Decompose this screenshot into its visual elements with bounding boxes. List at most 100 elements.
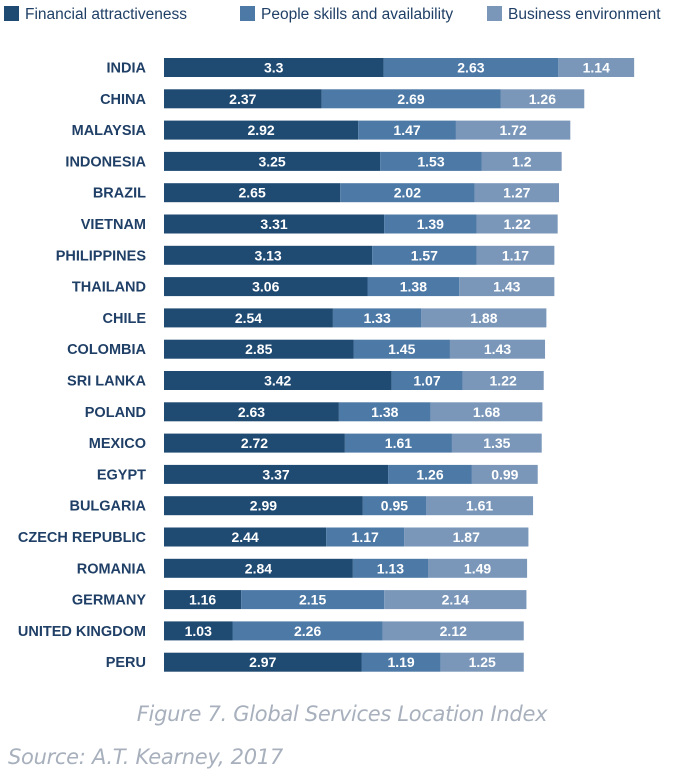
- bar-segment: [232, 621, 383, 641]
- data-label: 2.02: [394, 185, 421, 201]
- category-labels: INDIA CHINA MALAYSIA INDONESIA BRAZIL VIETNAM…: [18, 61, 147, 672]
- data-label: 1.38: [400, 279, 427, 295]
- data-label: 2.63: [457, 60, 484, 76]
- bar-segment: [164, 245, 373, 265]
- data-label: 2.97: [249, 654, 276, 670]
- bar-segment: [332, 308, 422, 328]
- bar-segment: [471, 464, 538, 484]
- data-label: 1.26: [416, 466, 443, 482]
- data-label: 1.43: [493, 279, 520, 295]
- data-label: 2.85: [245, 341, 272, 357]
- bar-segment: [388, 464, 472, 484]
- bar-segment: [338, 402, 431, 422]
- legend-swatch-3: [487, 6, 502, 21]
- data-label: 3.3: [264, 60, 284, 76]
- data-label: 2.69: [397, 91, 424, 107]
- bar-segment: [344, 433, 452, 453]
- data-label: 1.03: [185, 623, 212, 639]
- category-label: INDIA: [107, 61, 147, 77]
- bar-segment: [428, 558, 528, 578]
- bar-segment: [352, 558, 429, 578]
- bar-segment: [358, 120, 456, 140]
- bar-segment: [361, 652, 441, 672]
- category-label: CHINA: [100, 92, 146, 108]
- category-label: SRI LANKA: [67, 374, 146, 390]
- data-label: 2.92: [247, 122, 274, 138]
- data-label: 2.12: [440, 623, 467, 639]
- bar-segment: [384, 590, 527, 610]
- category-label: VIETNAM: [81, 217, 146, 233]
- bar-segment: [558, 58, 635, 77]
- legend-swatch-1: [4, 6, 19, 21]
- bar-segment: [164, 371, 392, 390]
- bar-segment: [164, 89, 322, 109]
- data-label: 3.13: [254, 247, 281, 263]
- data-label: 2.37: [229, 91, 256, 107]
- bar-segment: [164, 58, 384, 77]
- bar-segment: [164, 214, 385, 234]
- data-label: 1.57: [411, 247, 438, 263]
- data-labels: 3.3 2.63 1.14 2.37 2.69 1.26 2.92 1.47 1.72 3.25 1…: [185, 60, 610, 671]
- data-label: 2.63: [238, 404, 265, 420]
- bar-segment: [353, 339, 450, 359]
- category-label: MEXICO: [89, 436, 146, 452]
- data-label: 1.22: [503, 216, 530, 232]
- bar-segment: [164, 277, 368, 297]
- category-label: ROMANIA: [77, 561, 147, 577]
- bar-segment: [362, 496, 427, 516]
- data-label: 1.72: [500, 122, 527, 138]
- data-label: 1.17: [352, 529, 379, 545]
- bar-segment: [404, 527, 529, 547]
- data-label: 1.47: [393, 122, 420, 138]
- bar-segment: [326, 527, 405, 547]
- bar-segment: [430, 402, 543, 422]
- bar-segment: [164, 652, 362, 672]
- data-label: 2.99: [250, 498, 277, 514]
- data-label: 1.45: [388, 341, 415, 357]
- category-label: MALAYSIA: [72, 123, 147, 139]
- category-label: INDONESIA: [65, 154, 146, 170]
- data-label: 2.84: [245, 560, 272, 576]
- data-label: 1.33: [364, 310, 391, 326]
- data-label: 2.14: [442, 592, 469, 608]
- data-label: 3.06: [252, 279, 279, 295]
- bar-segment: [391, 371, 463, 390]
- bar-segment: [383, 58, 559, 77]
- category-label: UNITED KINGDOM: [18, 624, 146, 640]
- bar-segment: [476, 245, 555, 265]
- legend-swatch-2: [240, 6, 255, 21]
- data-label: 3.25: [258, 153, 285, 169]
- bar-segment: [426, 496, 534, 516]
- bar-segment: [164, 590, 242, 610]
- bar-segment: [476, 214, 558, 234]
- bar-segment: [500, 89, 585, 109]
- data-label: 2.15: [299, 592, 326, 608]
- data-label: 1.61: [466, 498, 493, 514]
- bar-segment: [164, 496, 363, 516]
- category-label: PERU: [106, 655, 146, 671]
- data-label: 2.54: [235, 310, 262, 326]
- data-label: 1.39: [417, 216, 444, 232]
- bar-segment: [164, 120, 359, 140]
- data-label: 1.27: [503, 185, 530, 201]
- bar-segment: [164, 433, 345, 453]
- figure-caption: Figure 7. Global Services Location Index: [136, 702, 548, 726]
- data-label: 1.25: [469, 654, 496, 670]
- category-label: BULGARIA: [69, 499, 146, 515]
- bar-segment: [164, 339, 354, 359]
- data-label: 1.26: [529, 91, 556, 107]
- bar-segment: [382, 621, 524, 641]
- bar-segment: [164, 151, 381, 171]
- bar-segment: [164, 558, 353, 578]
- data-label: 1.13: [377, 560, 404, 576]
- bar-segment: [164, 464, 389, 484]
- bar-segment: [340, 183, 475, 203]
- data-label: 2.65: [238, 185, 265, 201]
- data-label: 1.2: [512, 153, 532, 169]
- bar-segment: [164, 308, 333, 328]
- data-label: 2.72: [241, 435, 268, 451]
- bar-segment: [164, 527, 327, 547]
- data-label: 2.44: [232, 529, 259, 545]
- category-label: GERMANY: [72, 593, 146, 609]
- data-label: 1.87: [453, 529, 480, 545]
